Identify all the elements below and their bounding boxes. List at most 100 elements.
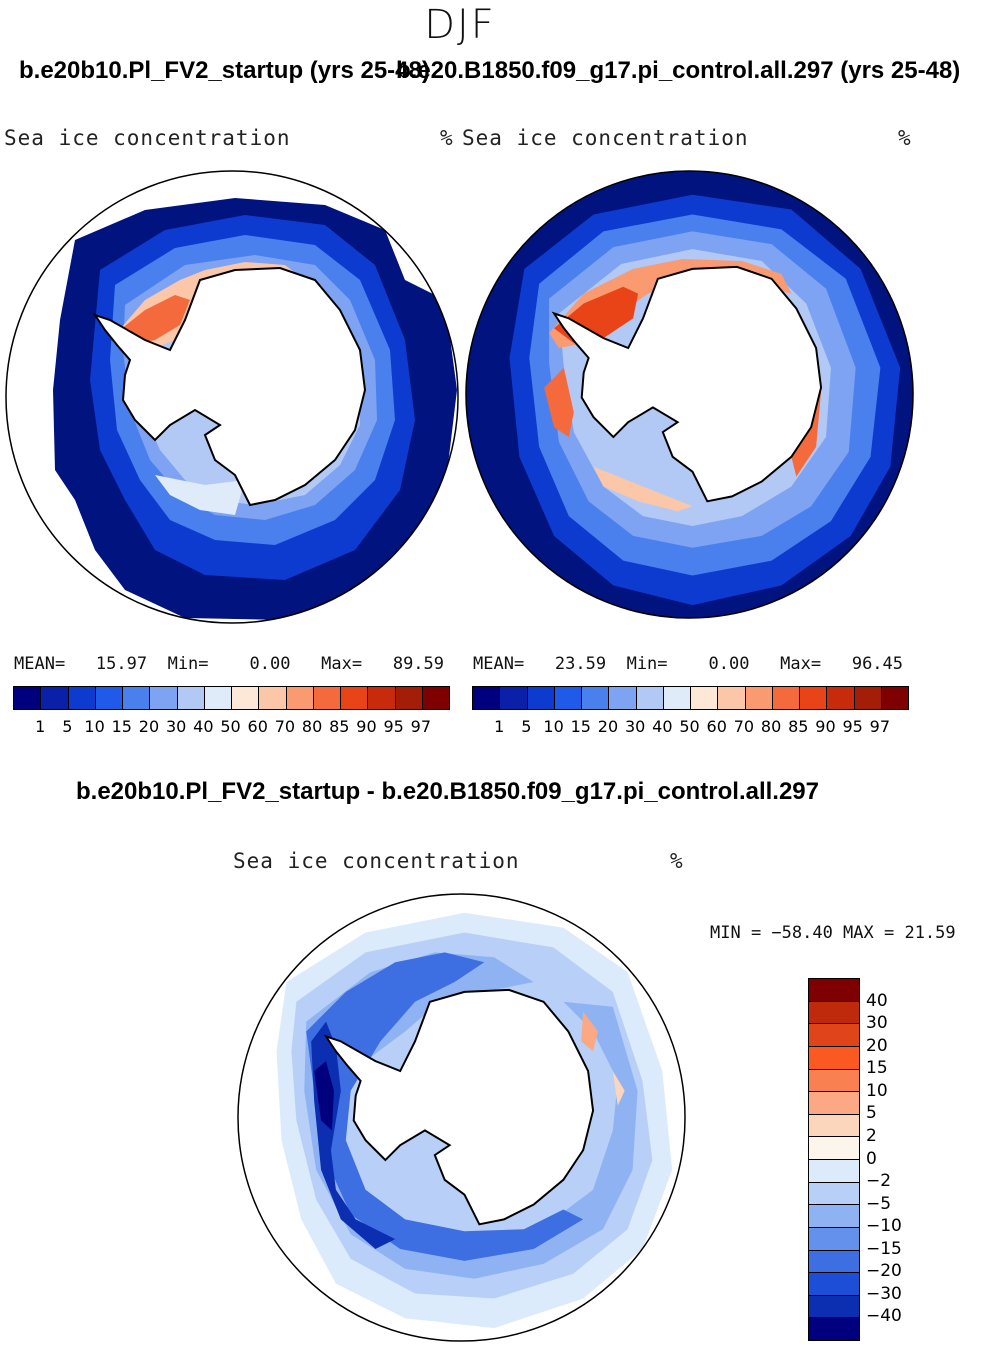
max-label: Max=: [780, 654, 822, 674]
colorbar-case-tick-label: 5: [62, 717, 73, 736]
colorbar-case-swatch: [204, 687, 232, 709]
mean-label: MEAN=: [473, 654, 525, 674]
colorbar-diff-tick-label: 20: [866, 1035, 888, 1056]
colorbar-control-tick-label: 60: [706, 717, 727, 736]
colorbar-diff-swatch: [809, 1205, 859, 1228]
control-title: b.e20.B1850.f09_g17.pi_control.all.297 (…: [396, 57, 961, 84]
colorbar-control-swatch: [527, 687, 555, 709]
panel-2-stats: MEAN= 23.59 Min= 0.00 Max= 96.45: [473, 654, 903, 674]
colorbar-control-tick-label: 50: [679, 717, 700, 736]
colorbar-diff-swatch: [809, 1046, 859, 1070]
colorbar-diff-swatch: [809, 1160, 859, 1183]
colorbar-diff-swatch: [809, 1295, 859, 1319]
colorbar-control-swatch: [609, 687, 637, 709]
colorbar-control-swatch: [691, 687, 719, 709]
colorbar-case-swatch: [14, 687, 42, 709]
colorbar-diff-tick-label: −15: [866, 1238, 902, 1259]
colorbar-diff-tick-label: −5: [866, 1193, 892, 1214]
panel-3-units: %: [670, 849, 684, 873]
colorbar-case-tick-label: 60: [247, 717, 268, 736]
colorbar-control-tick-label: 20: [597, 717, 619, 736]
panel-1-label: Sea ice concentration: [4, 126, 291, 150]
mean-value: 15.97: [95, 654, 148, 674]
season-title: DJF: [424, 2, 496, 48]
colorbar-diff-swatch: [809, 1273, 859, 1296]
colorbar-control-tick-label: 70: [733, 717, 755, 736]
colorbar-case-swatch: [150, 687, 178, 709]
min-value: 0.00: [249, 654, 291, 674]
colorbar-case-swatch: [95, 687, 123, 709]
colorbar-control-swatch: [582, 687, 610, 709]
colorbar-case-tick-label: 50: [220, 717, 241, 736]
panel-1-units: %: [440, 126, 454, 150]
colorbar-case-tick-label: 95: [383, 717, 404, 736]
colorbar-case-swatch: [177, 687, 205, 709]
difference-ice-map: [237, 893, 686, 1342]
colorbar-control-tick-label: 5: [521, 717, 532, 736]
colorbar-diff-swatch: [809, 1092, 859, 1115]
colorbar-diff-swatch: [809, 1001, 859, 1025]
colorbar-case-swatch: [123, 687, 151, 709]
max-label: Max=: [321, 654, 363, 674]
colorbar-case-swatch: [422, 687, 449, 709]
diff-minmax: MIN = −58.40 MAX = 21.59: [710, 923, 956, 943]
colorbar-diff-tick-label: 40: [866, 990, 888, 1011]
colorbar-diff-tick-label: 30: [866, 1013, 888, 1034]
colorbar-control-swatch: [772, 687, 800, 709]
min-label: Min=: [167, 654, 209, 674]
colorbar-diff: [808, 978, 860, 1341]
diff-title: b.e20b10.Pl_FV2_startup - b.e20.B1850.f0…: [76, 778, 820, 805]
max-value: 89.59: [392, 654, 445, 674]
colorbar-diff-swatch: [809, 1137, 859, 1160]
colorbar-case-tick-label: 97: [410, 717, 431, 736]
mean-value: 23.59: [554, 654, 607, 674]
colorbar-diff-swatch: [809, 1318, 859, 1340]
colorbar-diff-tick-label: −2: [866, 1171, 892, 1192]
colorbar-diff-tick-label: 5: [866, 1103, 877, 1124]
colorbar-case-swatch: [232, 687, 260, 709]
colorbar-control-tick-label: 40: [652, 717, 673, 736]
colorbar-control-swatch: [745, 687, 773, 709]
colorbar-control-tick-label: 97: [869, 717, 890, 736]
case-title: b.e20b10.Pl_FV2_startup (yrs 25-48): [19, 57, 430, 84]
colorbar-diff-tick-label: 15: [866, 1058, 888, 1079]
colorbar-diff-swatch: [809, 979, 859, 1002]
max-value: 96.45: [851, 654, 904, 674]
colorbar-case-tick-label: 70: [274, 717, 296, 736]
colorbar-control-swatch: [554, 687, 582, 709]
colorbar-diff-tick-label: −20: [866, 1261, 902, 1282]
colorbar-case-swatch: [368, 687, 396, 709]
colorbar-control-swatch: [500, 687, 528, 709]
colorbar-diff-ticks: 40 30 20 15 10 5 2 0 −2 −5 −10 −15 −20 −30 −40: [866, 978, 926, 1339]
colorbar-case: [13, 686, 450, 710]
colorbar-case-swatch: [41, 687, 69, 709]
colorbar-case-tick-label: 10: [84, 717, 105, 736]
panel-2-units: %: [898, 126, 912, 150]
colorbar-control-tick-label: 90: [815, 717, 836, 736]
panel-2-label: Sea ice concentration: [462, 126, 749, 150]
colorbar-control-tick-label: 95: [842, 717, 863, 736]
min-value: 0.00: [708, 654, 750, 674]
colorbar-case-tick-label: 30: [165, 717, 187, 736]
min-label: Min=: [626, 654, 668, 674]
colorbar-diff-swatch: [809, 1114, 859, 1138]
colorbar-control-swatch: [663, 687, 691, 709]
colorbar-control-swatch: [718, 687, 746, 709]
mean-label: MEAN=: [14, 654, 66, 674]
colorbar-control-swatch: [636, 687, 664, 709]
colorbar-diff-tick-label: −40: [866, 1306, 902, 1327]
colorbar-control-swatch: [800, 687, 828, 709]
colorbar-case-swatch: [286, 687, 314, 709]
colorbar-diff-swatch: [809, 1227, 859, 1251]
colorbar-diff-tick-label: −30: [866, 1283, 902, 1304]
panel-1-stats: MEAN= 15.97 Min= 0.00 Max= 89.59: [14, 654, 444, 674]
colorbar-diff-swatch: [809, 1024, 859, 1047]
colorbar-diff-tick-label: −10: [866, 1216, 902, 1237]
case-ice-map: [5, 170, 459, 624]
colorbar-control-swatch: [881, 687, 908, 709]
colorbar-diff-swatch: [809, 1182, 859, 1206]
colorbar-control-tick-label: 80: [760, 717, 782, 736]
colorbar-control-swatch: [827, 687, 855, 709]
colorbar-diff-tick-label: 2: [866, 1125, 877, 1146]
colorbar-diff-swatch: [809, 1250, 859, 1274]
